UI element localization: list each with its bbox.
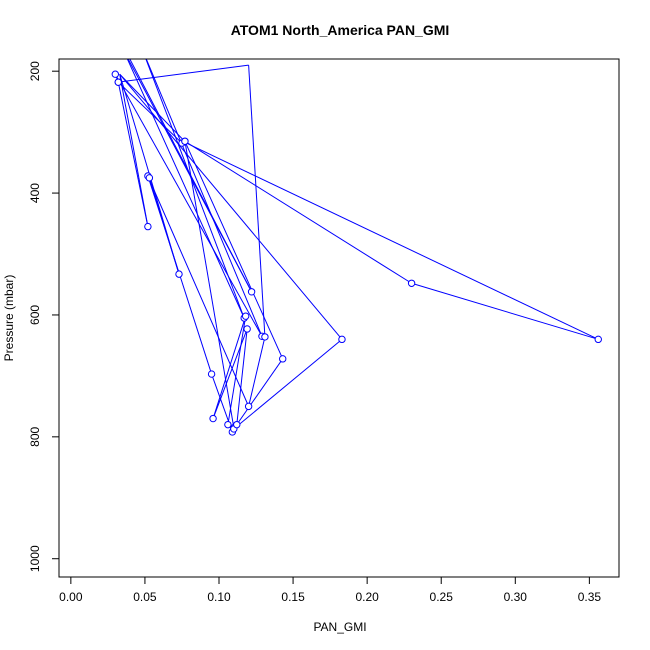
data-point [338, 335, 346, 344]
data-point [145, 174, 154, 182]
data-point [111, 70, 119, 78]
series-line-segment [118, 64, 249, 83]
series-line-segment [212, 328, 248, 419]
x-tick-label: 0.10 [207, 590, 231, 604]
series-line-segment [119, 73, 187, 144]
data-point [261, 333, 269, 341]
y-tick-label: 400 [28, 183, 42, 203]
series-line-segment [184, 140, 412, 284]
series-line-segment [127, 59, 253, 293]
series-line-segment [236, 358, 284, 425]
series-line-segment [184, 141, 235, 428]
series-line-segment [411, 282, 599, 340]
data-point [209, 414, 217, 423]
series-line-segment [119, 73, 343, 340]
data-point [279, 355, 287, 363]
data-point [407, 279, 416, 287]
data-layer [111, 59, 602, 436]
x-tick-label: 0.20 [355, 590, 379, 604]
series-line-segment [248, 65, 266, 337]
series-line-segment [236, 328, 248, 425]
data-point [594, 335, 602, 344]
data-point [244, 402, 253, 411]
x-axis: 0.00 0.05 0.10 0.15 0.20 0.25 0.30 0.35 [59, 576, 602, 604]
data-point [241, 312, 250, 320]
y-tick-label: 600 [28, 305, 42, 325]
data-point [224, 420, 232, 429]
x-tick-label: 0.35 [578, 590, 602, 604]
y-tick-label: 1000 [28, 545, 42, 572]
x-tick-label: 0.15 [281, 590, 305, 604]
series-line-segment [227, 316, 247, 425]
x-tick-label: 0.25 [430, 590, 454, 604]
series-line-segment [119, 74, 149, 227]
x-tick-label: 0.00 [59, 590, 83, 604]
series-line-segment [117, 81, 183, 144]
series-line-segment [114, 73, 263, 337]
series-line-segment [184, 141, 284, 360]
series-line-segment [145, 59, 263, 337]
series-line-segment [126, 59, 245, 319]
y-axis: 200 400 600 800 1000 [28, 61, 60, 572]
data-point [175, 270, 183, 278]
data-point [144, 222, 152, 231]
y-axis-label: Pressure (mbar) [2, 275, 16, 362]
data-point [247, 288, 256, 296]
series-line-segment [233, 338, 343, 430]
data-point [114, 78, 122, 86]
chart-title: ATOM1 North_America PAN_GMI [231, 22, 450, 38]
series-line-segment [212, 316, 247, 419]
series-line-segment [148, 177, 180, 275]
data-point [233, 420, 241, 429]
series-line-segment [248, 336, 266, 407]
x-axis-label: PAN_GMI [313, 620, 366, 634]
data-point [243, 325, 251, 333]
data-point [207, 370, 216, 378]
x-tick-label: 0.30 [504, 590, 528, 604]
plot-frame [58, 58, 620, 578]
y-tick-label: 800 [28, 427, 42, 447]
x-tick-label: 0.05 [133, 590, 157, 604]
data-point [181, 137, 189, 145]
series-line-segment [186, 142, 599, 340]
y-tick-label: 200 [28, 61, 42, 81]
